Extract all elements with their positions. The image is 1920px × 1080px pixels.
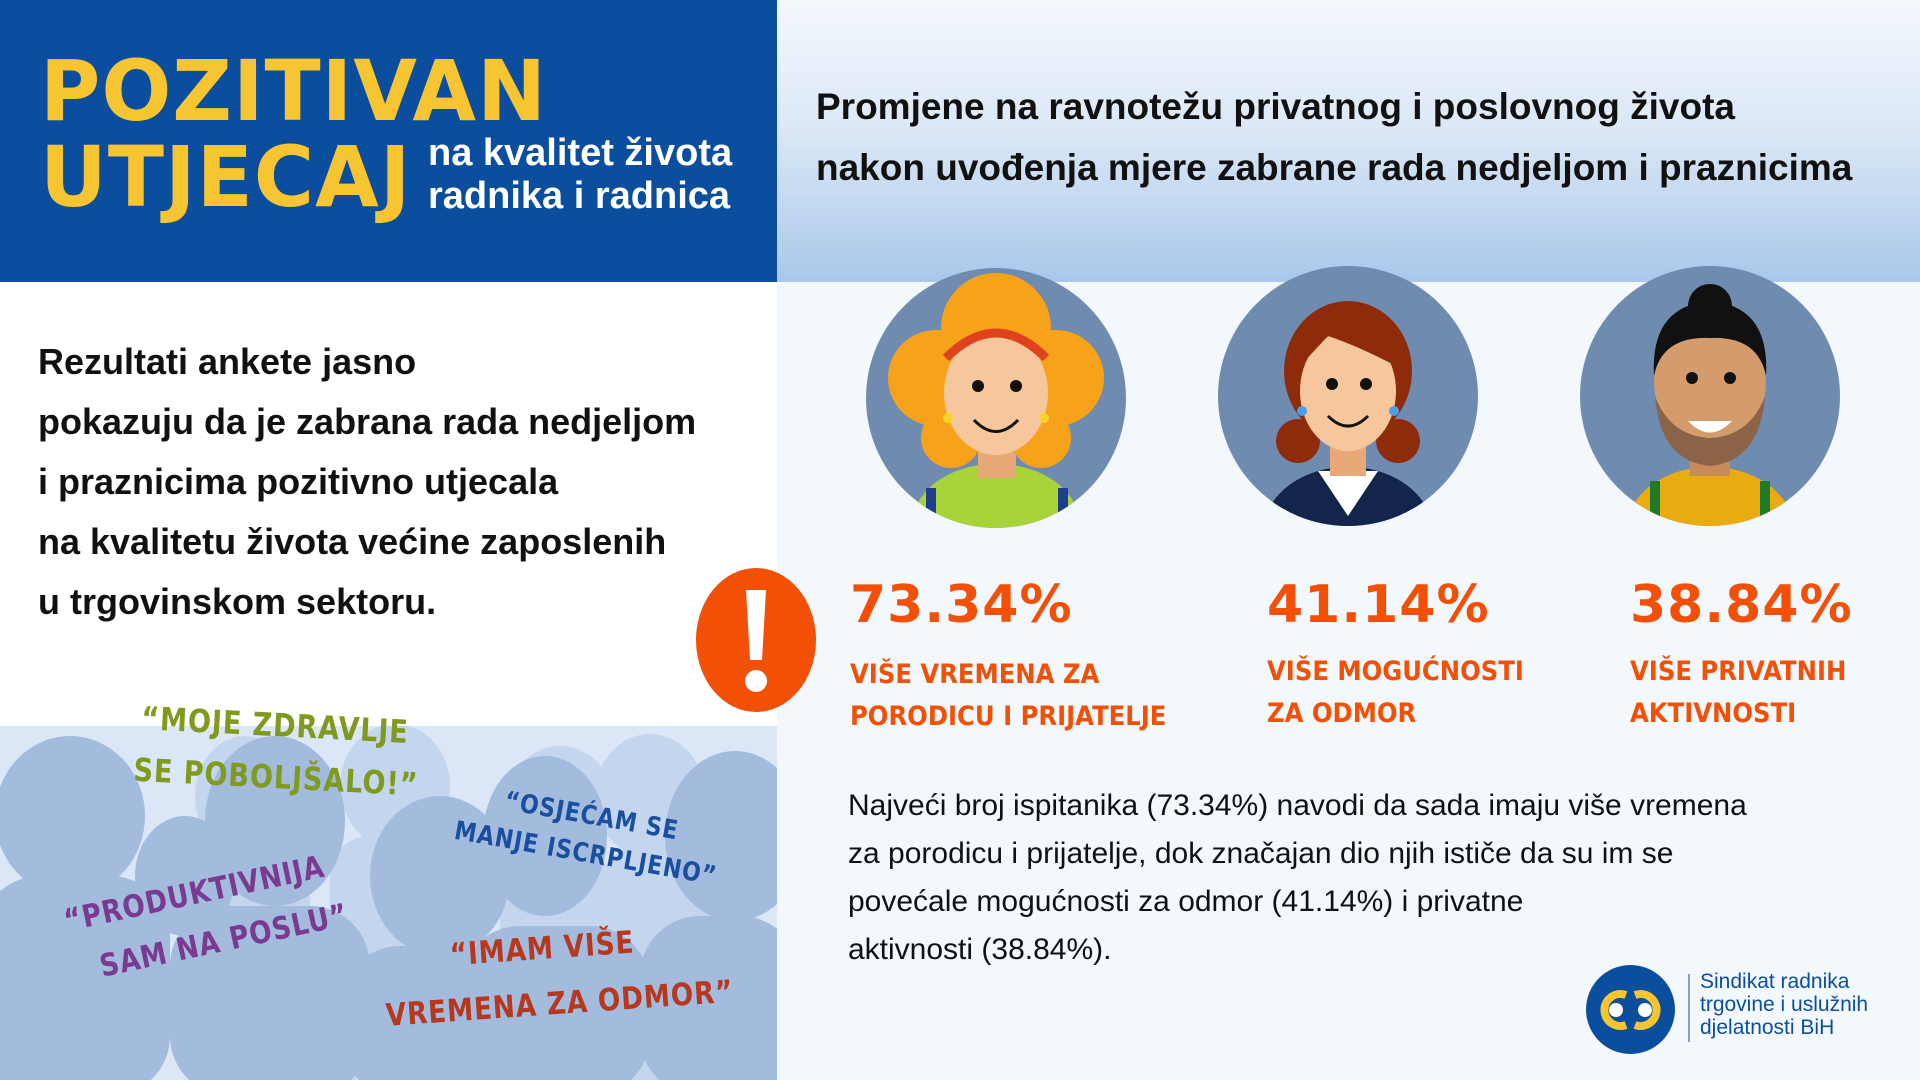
- stat-value-private-activities: 38.84%: [1630, 575, 1853, 635]
- quote-health-improved: “Moje zdravlje se poboljšalo!”: [133, 692, 422, 811]
- title-line-1: POZITIVAN: [40, 42, 547, 140]
- main-title: POZITIVAN UTJECAJ: [40, 48, 547, 220]
- section-heading: Promjene na ravnotežu privatnog i poslov…: [816, 76, 1916, 198]
- crowd-silhouette-illustration: [0, 726, 777, 1080]
- stat-label-private-activities: VIŠE PRIVATNIH AKTIVNOSTI: [1630, 651, 1846, 735]
- subtitle-line-1: na kvalitet života: [428, 132, 733, 174]
- title-panel: [0, 0, 777, 282]
- intro-paragraph: Rezultati ankete jasno pokazuju da je za…: [38, 332, 758, 632]
- stat-label-rest-opportunities: VIŠE MOGUĆNOSTI ZA ODMOR: [1267, 651, 1524, 735]
- stat-label-line: AKTIVNOSTI: [1630, 698, 1797, 729]
- union-name-line: Sindikat radnika: [1700, 970, 1850, 993]
- stat-label-line: ZA ODMOR: [1267, 698, 1417, 729]
- section-heading-line-2: nakon uvođenja mjere zabrane rada nedjel…: [816, 147, 1853, 188]
- exclamation-icon: [696, 568, 816, 712]
- intro-line: i praznicima pozitivno utjecala: [38, 461, 559, 502]
- intro-line: pokazuju da je zabrana rada nedjeljom: [38, 401, 697, 442]
- stat-label-line: PORODICU I PRIJATELJE: [850, 701, 1167, 732]
- exclamation-dot: [745, 670, 767, 692]
- subtitle: na kvalitet života radnika i radnica: [428, 132, 732, 218]
- summary-line: povećale mogućnosti za odmor (41.14%) i …: [848, 885, 1524, 918]
- summary-line: Najveći broj ispitanika (73.34%) navodi …: [848, 789, 1747, 822]
- header-right-banner: [777, 0, 1920, 282]
- people-silhouettes-icon: [0, 726, 777, 1080]
- man-beard-avatar: [1580, 266, 1840, 526]
- subtitle-line-2: radnika i radnica: [428, 175, 731, 217]
- logo-divider: [1688, 974, 1690, 1042]
- stat-label-line: VIŠE MOGUĆNOSTI: [1267, 656, 1524, 687]
- section-heading-line-1: Promjene na ravnotežu privatnog i poslov…: [816, 86, 1735, 127]
- summary-paragraph: Najveći broj ispitanika (73.34%) navodi …: [848, 782, 1888, 974]
- stat-label-line: VIŠE VREMENA ZA: [850, 659, 1100, 690]
- summary-line: za porodicu i prijatelje, dok značajan d…: [848, 837, 1674, 870]
- stat-label-line: VIŠE PRIVATNIH: [1630, 656, 1847, 687]
- union-name: Sindikat radnika trgovine i uslužnih dje…: [1700, 970, 1868, 1039]
- stat-label-family-time: VIŠE VREMENA ZA PORODICU I PRIJATELJE: [850, 654, 1166, 738]
- intro-line: u trgovinskom sektoru.: [38, 581, 437, 622]
- stat-value-family-time: 73.34%: [850, 575, 1073, 635]
- woman-business-suit-avatar: [1218, 266, 1478, 526]
- union-name-line: trgovine i uslužnih: [1700, 993, 1869, 1016]
- union-logo-icon: [1586, 965, 1675, 1054]
- exclamation-bar: [746, 590, 766, 660]
- title-line-2: UTJECAJ: [40, 128, 412, 226]
- union-name-line: djelatnosti BiH: [1700, 1016, 1835, 1039]
- intro-line: Rezultati ankete jasno: [38, 341, 417, 382]
- summary-line: aktivnosti (38.84%).: [848, 933, 1112, 966]
- intro-line: na kvalitetu života većine zaposlenih: [38, 521, 667, 562]
- woman-orange-hair-avatar: [866, 268, 1126, 528]
- stat-value-rest-opportunities: 41.14%: [1267, 575, 1490, 635]
